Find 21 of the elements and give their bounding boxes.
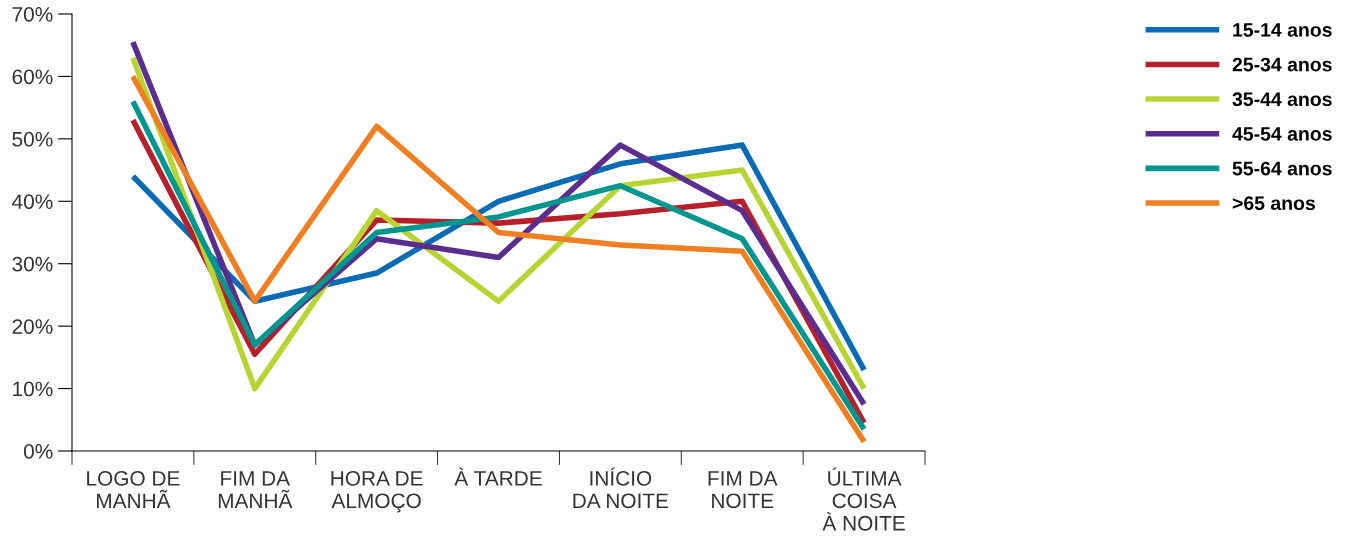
y-tick-label: 0% (23, 444, 53, 459)
y-tick-label: 40% (12, 194, 53, 210)
x-tick-label: FIM DA MANHÃ (218, 471, 293, 508)
legend-label: 25-34 anos (1232, 57, 1332, 72)
y-tick-label: 50% (12, 131, 53, 147)
y-tick-label: 10% (13, 381, 53, 397)
x-tick-label: ÚLTIMA COISA À NOITE (822, 467, 905, 531)
y-tick-label: 20% (12, 319, 53, 334)
legend-label: 15-14 anos (1233, 23, 1332, 37)
x-tick-label: HORA DE ALMOÇO (331, 470, 423, 513)
legend-label: 45-54 anos (1232, 127, 1332, 141)
x-tick-label: LOGO DE MANHÃ (87, 470, 180, 508)
x-tick-label: FIM DA NOITE (708, 471, 778, 509)
legend-label: 35-44 anos (1232, 92, 1332, 107)
y-tick-label: 30% (12, 256, 53, 272)
y-tick-label: 60% (12, 69, 53, 85)
legend-label: >65 anos (1232, 196, 1315, 211)
x-tick-label: À TARDE (454, 467, 542, 486)
y-tick-label: 70% (12, 7, 53, 22)
x-tick-label: INÍCIO DA NOITE (573, 467, 669, 509)
legend-label: 55-64 anos (1232, 161, 1332, 176)
